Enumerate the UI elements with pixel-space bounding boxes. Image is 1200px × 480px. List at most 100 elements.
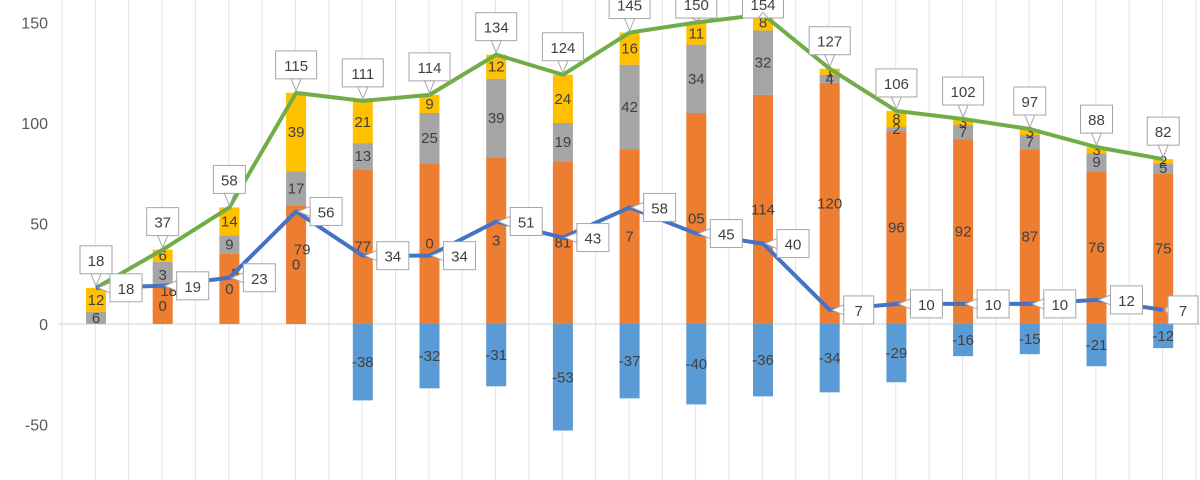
bar-negative (486, 324, 507, 387)
blue-line-data-label: 51 (496, 206, 543, 236)
bar-gray (1086, 153, 1107, 172)
green-line-data-label: 97 (1013, 86, 1047, 129)
bar-label-gray: 7 (1026, 134, 1034, 151)
bar-orange (886, 131, 907, 324)
bar-negative (886, 324, 907, 383)
bar-label-orange: 7 (625, 229, 633, 246)
bar-label-gray: 25 (421, 130, 438, 147)
bar-label-gray: 19 (555, 134, 572, 151)
callout-label: 18 (118, 281, 135, 298)
bar-yellow (1153, 159, 1174, 164)
callout-label: 43 (585, 231, 602, 248)
bar-label-gray: 2 (892, 121, 900, 138)
bar-gray (1153, 163, 1174, 174)
bar-yellow (886, 110, 907, 128)
y-tick-label: 0 (39, 317, 48, 334)
callout-label: 10 (1051, 297, 1068, 314)
blue-line-data-label: 19 (163, 271, 210, 301)
callout-label: 124 (550, 40, 575, 57)
bar-label-orange: 0 (225, 281, 233, 298)
bar-yellow (286, 92, 307, 172)
bar-gray (552, 123, 573, 162)
bar-label-yellow: 16 (621, 41, 638, 58)
bar-label-yellow: 8 (759, 15, 767, 32)
blue-line-data-label: 18 (96, 273, 143, 303)
green-line-data-label: 154 (742, 0, 784, 19)
blue-line-data-label: 34 (363, 241, 410, 271)
bar-label-negative: -40 (685, 356, 707, 373)
bar-label-yellow: 3 (1026, 124, 1034, 141)
bar-gray (819, 74, 840, 83)
green-line-data-label: 88 (1080, 104, 1113, 147)
callout-label: 127 (817, 34, 842, 51)
bar-negative (1153, 324, 1174, 349)
blue-line-data-label: 45 (696, 219, 743, 249)
bar-label-yellow: 3 (1092, 142, 1100, 159)
green-line-data-label: 111 (341, 58, 384, 101)
callout-label: 106 (884, 76, 909, 93)
bar-label-yellow: 24 (555, 91, 572, 108)
y-tick-label: -50 (25, 418, 48, 435)
bar-gray (686, 44, 707, 113)
bar-label-negative: -31 (485, 347, 507, 364)
bar-label-yellow: 1 (826, 64, 834, 81)
blue-line-data-label: 56 (296, 196, 343, 226)
callout-label: 134 (484, 20, 509, 37)
bar-orange (352, 169, 373, 324)
bar-label-negative: -34 (819, 350, 841, 367)
bar-label-yellow: 6 (159, 248, 167, 265)
bar-gray (152, 261, 173, 288)
bar-label-negative: -16 (952, 332, 974, 349)
bar-label-orange: 0 (292, 257, 300, 274)
bar-gray (419, 112, 440, 164)
green-line-data-label: 134 (475, 12, 518, 54)
callout-label: 154 (750, 0, 775, 14)
y-tick-label: 150 (21, 16, 48, 33)
bar-yellow (686, 22, 707, 45)
bar-label-yellow: 21 (354, 114, 371, 131)
green-line-data-label: 115 (275, 50, 318, 93)
bar-label-negative: -12 (1152, 328, 1174, 345)
callout-label: 82 (1155, 124, 1172, 141)
bar-label-orange: 05 (688, 210, 705, 227)
callout-label: 37 (154, 215, 171, 232)
bar-orange (1019, 149, 1040, 324)
bar-label-orange: 92 (955, 224, 972, 241)
bar-orange (552, 161, 573, 324)
callout-label: 115 (284, 58, 308, 75)
bar-label-gray: 34 (688, 71, 705, 88)
bar-orange (753, 94, 773, 324)
callout-label: 10 (985, 297, 1002, 314)
bar-negative (753, 324, 773, 397)
green-line-data-label: 58 (212, 164, 246, 207)
bar-label-gray: 6 (92, 310, 100, 327)
bar-label-negative: -36 (752, 352, 774, 369)
green-line-data-label: 106 (875, 68, 918, 111)
bar-label-yellow: 12 (88, 292, 105, 309)
bar-label-negative: -37 (619, 353, 641, 370)
bar-gray (619, 64, 640, 150)
callout-label: 40 (785, 237, 802, 254)
callout-label: 56 (318, 204, 335, 221)
bar-label-gray: 39 (488, 110, 505, 127)
bar-gray (219, 235, 240, 254)
bar-label-gray: 3 (159, 267, 167, 284)
bar-yellow (552, 74, 573, 123)
callout-label: 102 (951, 84, 976, 101)
callout-label: 12 (1118, 293, 1135, 310)
callout-label: 7 (1179, 303, 1187, 320)
bar-label-orange: 96 (888, 220, 905, 237)
y-tick-label: 100 (21, 116, 48, 133)
callout-label: 97 (1021, 94, 1038, 111)
bar-negative (953, 324, 974, 357)
callout-label: 10 (918, 297, 935, 314)
bar-label-yellow: 14 (221, 213, 238, 230)
bar-label-yellow: 12 (488, 59, 505, 76)
bar-negative (352, 324, 373, 401)
bar-orange (1153, 173, 1174, 324)
bar-negative (686, 324, 707, 405)
y-tick-label: 50 (30, 217, 48, 234)
callout-label: 145 (617, 0, 642, 15)
bar-yellow (1086, 147, 1107, 154)
bar-yellow (352, 100, 373, 144)
